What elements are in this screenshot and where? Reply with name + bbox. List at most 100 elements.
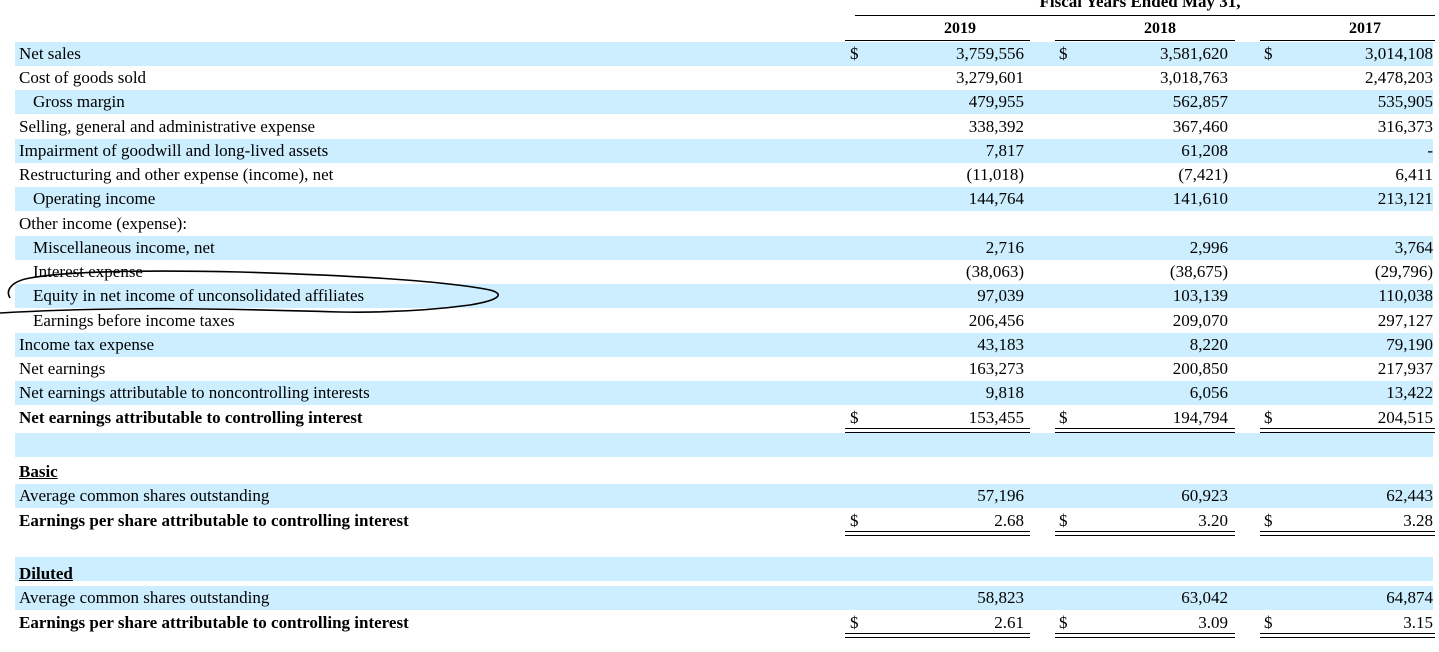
table-row: Cost of goods sold 3,279,601 3,018,763 2,47… — [15, 66, 1433, 90]
cell-value-2018: 6,056 — [1189, 383, 1228, 402]
cell-value-2017: 3.15 — [1403, 613, 1433, 632]
cell-value-2019: 2.68 — [994, 511, 1024, 530]
cell-value-2019: (11,018) — [966, 165, 1024, 184]
currency-symbol: $ — [850, 44, 859, 63]
cell-value-2019: 7,817 — [985, 141, 1024, 160]
table-row: Miscellaneous income, net 2,716 2,996 3,764 — [15, 236, 1433, 260]
cell-value-2018: 63,042 — [1181, 588, 1228, 607]
table-row: Interest expense (38,063) (38,675) (29,796) — [15, 260, 1433, 284]
cell-value-2019: 2,716 — [985, 238, 1024, 257]
cell-value-2018: 209,070 — [1172, 311, 1228, 330]
year-header-2019: 2019 — [944, 20, 976, 37]
cell-value-2018: 3,018,763 — [1160, 68, 1228, 87]
table-row: Basic — [15, 460, 1433, 484]
cell-value-2018: 61,208 — [1181, 141, 1228, 160]
row-label: Selling, general and administrative expe… — [19, 117, 315, 136]
cell-value-2018: 60,923 — [1181, 486, 1228, 505]
cell-value-2018: 367,460 — [1172, 117, 1228, 136]
cell-value-2017: (29,796) — [1374, 262, 1433, 281]
cell-value-2018: 3.20 — [1198, 511, 1228, 530]
currency-symbol: $ — [1264, 613, 1273, 632]
table-row: Gross margin 479,955 562,857 535,905 — [15, 90, 1433, 114]
cell-value-2018: (38,675) — [1169, 262, 1228, 281]
currency-symbol: $ — [1059, 613, 1068, 632]
table-row: Average common shares outstanding 57,196 6… — [15, 484, 1433, 508]
row-label: Net sales — [19, 44, 81, 63]
cell-value-2018: 562,857 — [1172, 92, 1228, 111]
cell-value-2019: 338,392 — [968, 117, 1024, 136]
cell-value-2018: 8,220 — [1189, 335, 1228, 354]
row-label: Net earnings attributable to controlling… — [19, 408, 363, 427]
double-underline — [1260, 428, 1435, 433]
table-row: Net earnings attributable to controlling… — [15, 406, 1433, 430]
row-label: Diluted — [19, 564, 73, 583]
double-underline — [845, 531, 1030, 536]
table-row: Earnings per share attributable to contr… — [15, 611, 1433, 635]
cell-value-2019: 57,196 — [977, 486, 1024, 505]
row-label: Basic — [19, 462, 58, 481]
year-rule-2017 — [1260, 40, 1435, 41]
double-underline — [1055, 531, 1235, 536]
cell-value-2017: 3.28 — [1403, 511, 1433, 530]
cell-value-2017: 79,190 — [1386, 335, 1433, 354]
cell-value-2018: (7,421) — [1178, 165, 1228, 184]
double-underline — [845, 633, 1030, 638]
row-label: Impairment of goodwill and long-lived as… — [19, 141, 329, 160]
table-row: Selling, general and administrative expe… — [15, 115, 1433, 139]
row-label: Net earnings — [19, 359, 106, 378]
cell-value-2017: 316,373 — [1377, 117, 1433, 136]
row-label: Average common shares outstanding — [19, 588, 270, 607]
cell-value-2019: 163,273 — [968, 359, 1024, 378]
year-rule-2019 — [845, 40, 1030, 41]
cell-value-2019: 9,818 — [985, 383, 1024, 402]
cell-value-2017: 204,515 — [1377, 408, 1433, 427]
year-header-2018: 2018 — [1144, 20, 1176, 37]
table-row: Net earnings 163,273 200,850 217,937 — [15, 357, 1433, 381]
cell-value-2018: 200,850 — [1172, 359, 1228, 378]
cell-value-2018: 141,610 — [1172, 189, 1228, 208]
cell-value-2017: 64,874 — [1386, 588, 1433, 607]
year-rule-2018 — [1055, 40, 1235, 41]
row-label: Restructuring and other expense (income)… — [19, 165, 334, 184]
row-label: Earnings per share attributable to contr… — [19, 613, 409, 632]
cell-value-2017: 13,422 — [1386, 383, 1433, 402]
table-row: Net sales $3,759,556 $3,581,620 $3,014,108 — [15, 42, 1433, 66]
cell-value-2018: 194,794 — [1172, 408, 1228, 427]
cell-value-2017: 3,764 — [1394, 238, 1433, 257]
double-underline — [1260, 633, 1435, 638]
year-header-2017: 2017 — [1349, 20, 1381, 37]
cell-value-2017: 535,905 — [1377, 92, 1433, 111]
cell-value-2017: 3,014,108 — [1365, 44, 1433, 63]
cell-value-2019: 153,455 — [968, 408, 1024, 427]
cell-value-2019: 206,456 — [968, 311, 1024, 330]
cell-value-2018: 3,581,620 — [1160, 44, 1228, 63]
cell-value-2017: 6,411 — [1395, 165, 1433, 184]
table-row: Restructuring and other expense (income)… — [15, 163, 1433, 187]
cell-value-2017: 217,937 — [1377, 359, 1433, 378]
row-label: Interest expense — [33, 262, 143, 281]
row-label: Income tax expense — [19, 335, 154, 354]
cell-value-2019: 479,955 — [968, 92, 1024, 111]
cell-value-2019: 43,183 — [977, 335, 1024, 354]
cell-value-2019: (38,063) — [965, 262, 1024, 281]
double-underline — [845, 428, 1030, 433]
currency-symbol: $ — [1059, 44, 1068, 63]
table-row: Earnings before income taxes 206,456 209,0… — [15, 309, 1433, 333]
table-row: Impairment of goodwill and long-lived as… — [15, 139, 1433, 163]
currency-symbol: $ — [1264, 408, 1273, 427]
row-label: Earnings per share attributable to contr… — [19, 511, 409, 530]
cell-value-2019: 97,039 — [977, 286, 1024, 305]
cell-value-2019: 3,759,556 — [956, 44, 1024, 63]
cell-value-2017: 213,121 — [1377, 189, 1433, 208]
cell-value-2018: 103,139 — [1172, 286, 1228, 305]
cell-value-2019: 144,764 — [968, 189, 1024, 208]
spacer-row — [15, 433, 1433, 457]
row-label: Equity in net income of unconsolidated a… — [33, 286, 365, 305]
cell-value-2019: 2.61 — [994, 613, 1024, 632]
currency-symbol: $ — [1264, 511, 1273, 530]
header-rule — [855, 15, 1435, 16]
currency-symbol: $ — [850, 511, 859, 530]
cell-value-2017: 110,038 — [1378, 286, 1433, 305]
cell-value-2017: 2,478,203 — [1365, 68, 1433, 87]
table-row: Other income (expense): — [15, 212, 1433, 236]
